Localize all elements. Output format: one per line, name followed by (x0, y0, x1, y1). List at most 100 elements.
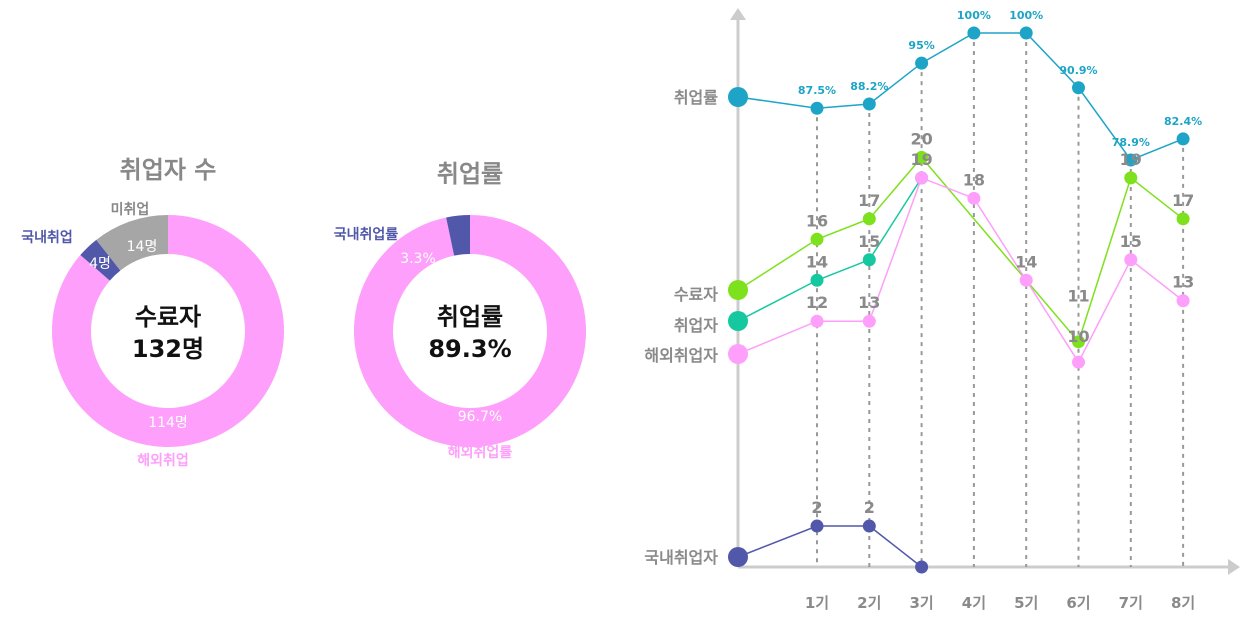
series-data-label: 10 (1067, 327, 1089, 346)
series-line-취업자 (737, 177, 923, 322)
slice-value-label: 3.3% (400, 251, 436, 267)
series-point (915, 560, 929, 574)
rate-data-label: 90.9% (1059, 64, 1097, 77)
series-point (810, 232, 824, 246)
rate-data-label: 78.9% (1112, 136, 1150, 149)
series-point (862, 519, 876, 533)
rate-data-label: 100% (957, 9, 991, 22)
x-tick-label: 2기 (857, 594, 881, 612)
rate-data-label: 88.2% (850, 80, 888, 93)
series-data-label: 12 (806, 293, 828, 312)
rate-data-label: 100% (1009, 9, 1043, 22)
series-data-label: 17 (1172, 191, 1194, 210)
donut-slice-국내취업 (80, 239, 121, 281)
series-point (1124, 253, 1138, 267)
series-start-marker (728, 547, 748, 567)
rate-series-start-marker (728, 87, 748, 107)
x-tick-label: 7기 (1119, 594, 1143, 612)
series-point (862, 212, 876, 226)
series-point (1072, 335, 1085, 349)
series-data-label: 18 (963, 170, 985, 189)
series-point (967, 191, 981, 205)
series-data-label: 2 (811, 498, 822, 517)
x-axis-arrow (1228, 559, 1240, 575)
donut-slice-미취업 (96, 215, 168, 271)
donut-slice-해외취업률 (354, 215, 587, 447)
series-point (1019, 273, 1033, 287)
x-tick-label: 6기 (1066, 594, 1090, 612)
x-tick-label: 5기 (1014, 594, 1038, 612)
rate-point (862, 97, 876, 111)
series-data-label: 14 (806, 252, 828, 271)
series-line-해외취업자 (737, 176, 1184, 364)
x-tick-label: 1기 (805, 594, 829, 612)
series-point (1124, 171, 1138, 185)
donut-title: 취업자 수 (120, 156, 217, 184)
x-tick-label: 3기 (909, 594, 933, 612)
y-axis-arrow (730, 8, 746, 20)
donut-center-value: 132명 (132, 335, 204, 363)
series-data-label: 16 (806, 211, 828, 230)
rate-point (915, 56, 929, 70)
rate-data-label: 82.4% (1164, 115, 1202, 128)
series-point (862, 253, 876, 267)
series-point (862, 314, 876, 328)
slice-category-label: 해외취업 (137, 452, 189, 469)
series-start-marker (728, 280, 748, 300)
slice-category-label: 해외취업률 (448, 444, 513, 461)
series-start-marker (728, 344, 748, 364)
rate-point (967, 26, 981, 40)
series-point (1176, 294, 1190, 308)
series-data-label: 14 (1015, 252, 1037, 271)
slice-category-label: 국내취업률 (334, 226, 399, 243)
series-data-label: 2 (864, 498, 875, 517)
rate-point (1072, 81, 1085, 95)
donut-slice-국내취업률 (446, 215, 470, 256)
line-chart: 1기 2기 3기 4기 5기 6기 7기 8기 취업률 87.5% 88.2% 95% 100% 100%… (644, 8, 1240, 612)
x-tick-label: 8기 (1171, 594, 1195, 612)
series-point (810, 314, 824, 328)
series-line-국내취업자 (737, 525, 923, 568)
series-point (1072, 355, 1085, 369)
series-data-label: 13 (858, 293, 880, 312)
series-data-label: 19 (1120, 150, 1142, 169)
series-data-label: 13 (1172, 273, 1194, 292)
donut-center-value: 89.3% (428, 335, 511, 363)
series-point (915, 171, 929, 185)
series-data-label: 15 (1120, 232, 1142, 251)
slice-value-label: 114명 (148, 415, 188, 431)
series-data-label: 11 (1067, 287, 1089, 306)
x-tick-label: 4기 (962, 594, 986, 612)
rate-point (1176, 132, 1190, 146)
slice-value-label: 14명 (127, 239, 158, 255)
donut-center-title: 취업률 (437, 303, 503, 331)
series-point (1176, 212, 1190, 226)
series-label: 취업자 (674, 316, 718, 335)
series-point (915, 150, 929, 164)
series-point (810, 519, 824, 533)
series-label: 수료자 (674, 285, 718, 304)
slice-value-label: 4명 (89, 256, 111, 272)
donut-center-title: 수료자 (135, 303, 201, 331)
series-data-label: 15 (858, 232, 880, 251)
series-data-label: 19 (910, 150, 932, 169)
series-start-marker (728, 311, 748, 331)
series-line-수료자 (737, 156, 1184, 344)
rate-point (1019, 26, 1033, 40)
series-data-label: 20 (910, 129, 932, 148)
rate-data-label: 95% (908, 39, 934, 52)
donut-title: 취업률 (437, 160, 503, 188)
rate-point (810, 101, 824, 115)
series-data-label: 17 (858, 191, 880, 210)
rate-data-label: 87.5% (798, 84, 836, 97)
rate-point (1124, 153, 1138, 167)
slice-category-label: 미취업 (111, 202, 150, 218)
series-label: 국내취업자 (644, 548, 718, 567)
series-point (810, 273, 824, 287)
series-label: 해외취업자 (644, 346, 718, 365)
slice-value-label: 96.7% (458, 409, 502, 425)
rate-series-label: 취업률 (674, 88, 718, 107)
